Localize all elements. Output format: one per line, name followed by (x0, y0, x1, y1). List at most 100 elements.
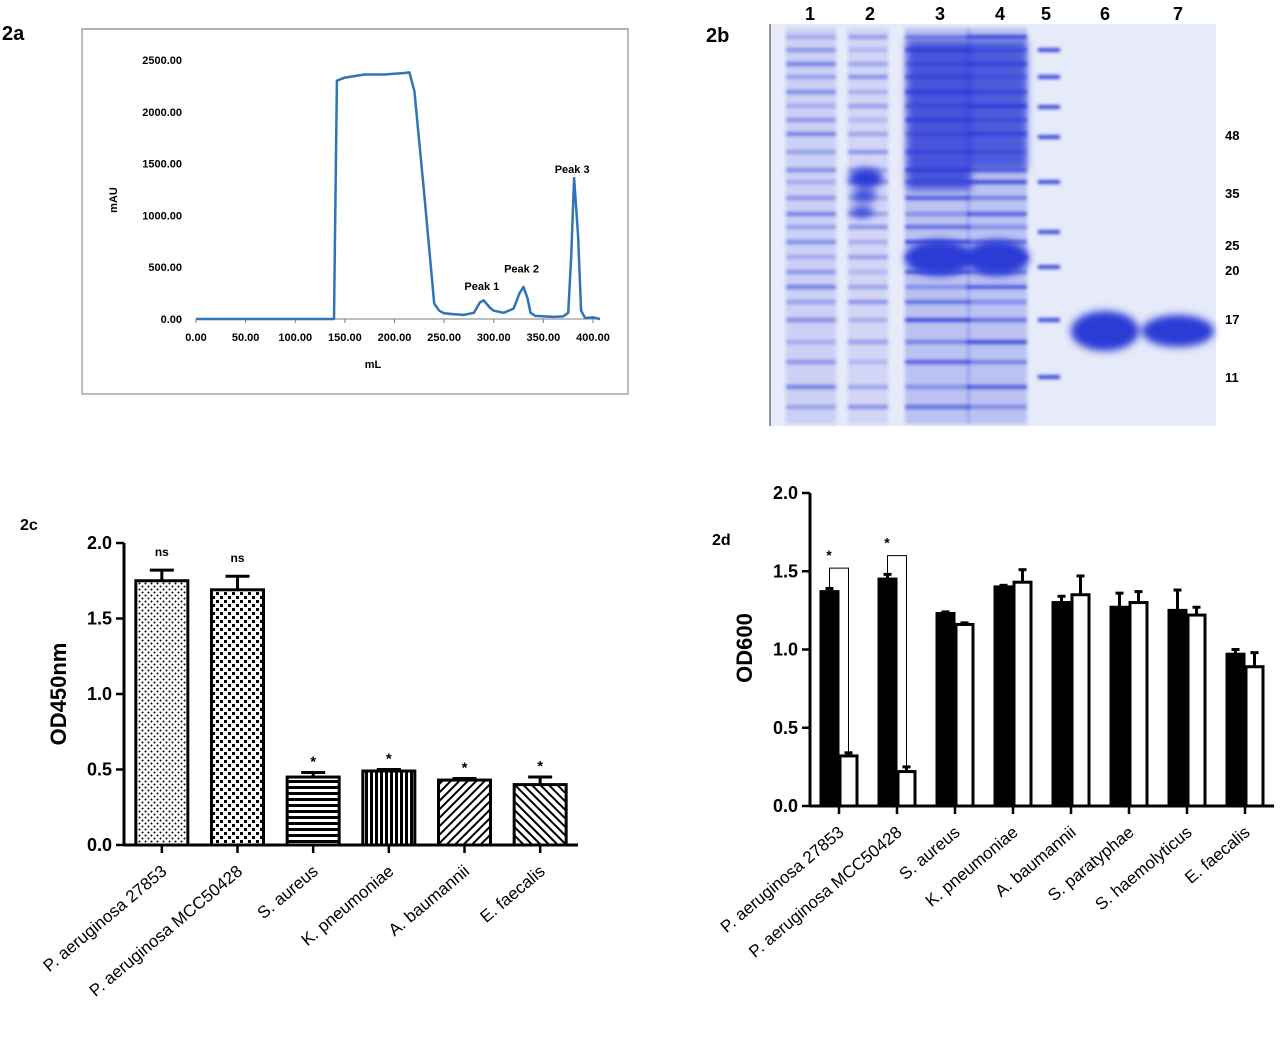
gel-band (848, 35, 888, 39)
gel-band (967, 340, 1027, 344)
chart-2a-chromatogram: 0.00 50.00 100.00 150.00 200.00 250.00 300.00 3… (81, 28, 629, 395)
c2d-bar (1051, 601, 1072, 808)
chart-2a-annotation: Peak 1 (464, 281, 499, 293)
c2d-bar (1225, 652, 1246, 808)
gel-band-strong (849, 168, 883, 188)
chart-2a-ytick-label: 500.00 (148, 262, 182, 274)
chart-2a-annotation: Peak 3 (555, 164, 590, 176)
c2d-bar (1070, 593, 1091, 808)
chart-2c-ylabel: OD450nm (46, 643, 71, 746)
chart-2a-xtick-label: 0.00 (185, 332, 206, 344)
chart-2a-ytick-label: 2500.00 (142, 55, 182, 67)
gel-band (848, 255, 888, 259)
gel-band (905, 225, 970, 229)
chart-2a-xtick-label: 100.00 (278, 332, 312, 344)
chart-2a-xtick-label: 150.00 (328, 332, 362, 344)
gel-mw-label: 20 (1225, 263, 1239, 278)
gel-band (786, 318, 836, 322)
panel-label-2b: 2b (706, 25, 729, 47)
gel-band (848, 385, 888, 389)
gel-band (905, 35, 970, 39)
chart-2a-xlabel: mL (365, 359, 382, 371)
gel-band (848, 75, 888, 79)
c2d-category-label: S. haemolyticus (1091, 823, 1195, 915)
gel-lane-label: 6 (1100, 4, 1110, 24)
c2c-sig-marker: * (537, 758, 543, 775)
chart-2a-ytick-label: 0.00 (161, 314, 182, 326)
gel-band (786, 270, 836, 274)
chart-2a-ytick-label: 1000.00 (142, 210, 182, 222)
gel-band (848, 340, 888, 344)
gel-band (905, 196, 970, 200)
c2c-ytick-label: 2.0 (87, 533, 112, 553)
gel-band-purified (1142, 315, 1214, 347)
gel-band (786, 104, 836, 108)
gel-band (786, 240, 836, 244)
gel-band (905, 385, 970, 389)
c2c-bar (210, 588, 265, 847)
c2d-bar (838, 754, 859, 808)
gel-band (786, 90, 836, 94)
gel-marker-band (1038, 265, 1060, 269)
gel-band-strong (851, 190, 877, 202)
c2d-sig-marker: * (826, 547, 832, 563)
c2c-ytick-label: 0.0 (87, 835, 112, 855)
gel-lane-label: 4 (995, 4, 1005, 24)
gel-band (848, 360, 888, 364)
chart-2a-frame (81, 28, 629, 395)
gel-lane-label: 1 (805, 4, 815, 24)
gel-marker-band (1038, 230, 1060, 234)
gel-band (905, 212, 970, 216)
gel-marker-band (1038, 375, 1060, 379)
c2c-category-label: P. aeruginosa MCC50428 (86, 862, 246, 1001)
gel-band (848, 150, 888, 154)
gel-lane-label: 7 (1173, 4, 1183, 24)
c2d-bar (1109, 605, 1130, 808)
gel-band (786, 285, 836, 289)
c2c-category-label: A. baumannii (385, 862, 473, 940)
gel-band (786, 340, 836, 344)
c2c-sig-marker: * (386, 751, 392, 768)
gel-band (786, 300, 836, 304)
gel-mw-label: 48 (1225, 128, 1239, 143)
panel-label-2d: 2d (712, 532, 731, 549)
gel-band (848, 118, 888, 122)
c2d-bar (935, 612, 956, 808)
gel-band (786, 132, 836, 136)
c2d-bar (1128, 601, 1149, 808)
gel-band (786, 196, 836, 200)
c2c-category-label: P. aeruginosa 27853 (40, 862, 171, 976)
c2d-bar (1167, 608, 1188, 808)
chart-2a-xtick-label: 200.00 (378, 332, 412, 344)
chart-2a-ytick-label: 1500.00 (142, 159, 182, 171)
c2d-bar (819, 590, 840, 808)
c2d-bar (1244, 665, 1265, 808)
c2d-sig-bracket (887, 555, 907, 768)
c2d-ytick-label: 0.5 (773, 718, 798, 738)
gel-marker-band (1038, 105, 1060, 109)
gel-mw-label: 25 (1225, 238, 1239, 253)
gel-band (905, 340, 970, 344)
gel-marker-band (1038, 75, 1060, 79)
gel-band (786, 255, 836, 259)
gel-band (786, 48, 836, 52)
gel-band (848, 104, 888, 108)
gel-mw-label: 35 (1225, 186, 1239, 201)
gel-band (848, 225, 888, 229)
chart-2a-annotation: Peak 2 (504, 263, 539, 275)
c2c-ytick-label: 0.5 (87, 760, 112, 780)
gel-band (848, 62, 888, 66)
gel-band (905, 300, 970, 304)
c2c-bar (437, 778, 492, 847)
gel-band-strong (850, 206, 874, 218)
chart-2a-xtick-label: 250.00 (427, 332, 461, 344)
chart-2d-ylabel: OD600 (732, 613, 757, 683)
gel-marker-band (1038, 180, 1060, 184)
gel-band (848, 270, 888, 274)
c2c-bar (285, 775, 341, 847)
gel-lane-label: 3 (935, 4, 945, 24)
c2d-bar (877, 577, 898, 808)
gel-band (967, 225, 1027, 229)
gel-band (786, 385, 836, 389)
